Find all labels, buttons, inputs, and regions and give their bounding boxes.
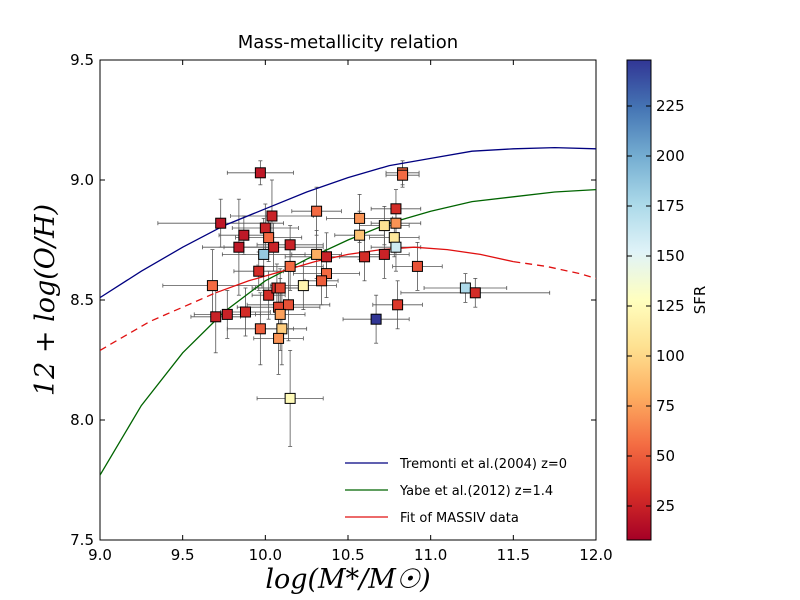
colorbar-tick-label: 25	[656, 497, 675, 515]
colorbar-tick-label: 150	[656, 247, 685, 265]
x-tick-label: 9.0	[88, 546, 112, 564]
chart-title: Mass-metallicity relation	[238, 32, 458, 53]
data-point	[282, 299, 294, 311]
legend-entry: Yabe et al.(2012) z=1.4	[399, 484, 553, 499]
data-point	[390, 217, 402, 229]
colorbar-tick-label: 100	[656, 347, 685, 365]
data-point	[233, 241, 245, 253]
colorbar-tick-label: 75	[656, 397, 675, 415]
colorbar-tick-label: 125	[656, 297, 685, 315]
legend-entry: Fit of MASSIV data	[400, 511, 519, 526]
data-point	[354, 212, 366, 224]
colorbar-label: SFR	[691, 286, 709, 315]
y-axis-label: 12 + log(O/H)	[30, 204, 61, 396]
x-tick-label: 10.0	[249, 546, 282, 564]
y-tick-label: 8.0	[70, 411, 94, 429]
data-point	[354, 229, 366, 241]
data-point	[378, 248, 390, 260]
series-line	[100, 146, 596, 299]
x-tick-label: 9.5	[171, 546, 195, 564]
colorbar-ticks: 25 50 75 100 125 150 175 200 225	[627, 97, 685, 515]
data-point	[397, 169, 409, 181]
data-point	[253, 265, 265, 277]
data-point	[274, 308, 286, 320]
colorbar-tick-label: 50	[656, 447, 675, 465]
data-point	[321, 251, 333, 263]
data-point	[297, 280, 309, 292]
data-point	[258, 248, 270, 260]
data-point	[239, 306, 251, 318]
data-point	[206, 280, 218, 292]
x-tick-label: 11.0	[414, 546, 447, 564]
y-tick-label: 9.0	[70, 171, 94, 189]
series-line	[100, 188, 596, 476]
data-point	[273, 332, 285, 344]
data-point	[378, 220, 390, 232]
data-point	[266, 210, 278, 222]
axis-ticks: 9.0 9.5 10.0 10.5 11.0 11.5 12.0 7.5 8.0 8.5 9.0 9.…	[70, 51, 613, 564]
legend-entry: Tremonti et al.(2004) z=0	[399, 457, 567, 472]
data-point	[263, 232, 275, 244]
colorbar-tick-label: 225	[656, 97, 685, 115]
data-point	[311, 205, 323, 217]
legend: Tremonti et al.(2004) z=0 Yabe et al.(201…	[345, 457, 567, 526]
data-point	[259, 222, 271, 234]
data-point	[370, 313, 382, 325]
data-point	[469, 287, 481, 299]
data-point	[210, 311, 222, 323]
x-axis-label: log(M*/M☉)	[265, 564, 430, 595]
data-point	[254, 167, 266, 179]
y-tick-label: 7.5	[70, 531, 94, 549]
data-point	[263, 289, 275, 301]
data-point	[254, 323, 266, 335]
data-point	[276, 323, 288, 335]
data-point	[268, 241, 280, 253]
data-point	[392, 299, 404, 311]
data-point	[274, 282, 286, 294]
data-point	[390, 241, 402, 253]
data-point	[221, 308, 233, 320]
data-point	[411, 260, 423, 272]
data-point	[359, 251, 371, 263]
x-tick-label: 12.0	[579, 546, 612, 564]
data-point	[284, 260, 296, 272]
colorbar-tick-label: 200	[656, 147, 685, 165]
colorbar	[626, 59, 652, 541]
data-point	[238, 229, 250, 241]
y-tick-label: 9.5	[70, 51, 94, 69]
data-point	[316, 275, 328, 287]
y-tick-label: 8.5	[70, 291, 94, 309]
series-line	[513, 260, 596, 280]
x-tick-label: 10.5	[331, 546, 364, 564]
data-point	[284, 392, 296, 404]
data-point	[311, 248, 323, 260]
data-point	[390, 203, 402, 215]
data-point	[284, 239, 296, 251]
series-line	[100, 292, 216, 351]
plot-area	[99, 59, 597, 541]
colorbar-tick-label: 175	[656, 197, 685, 215]
data-point	[459, 282, 471, 294]
data-points	[206, 167, 481, 404]
data-point	[215, 217, 227, 229]
x-tick-label: 11.5	[497, 546, 530, 564]
data-point	[388, 232, 400, 244]
